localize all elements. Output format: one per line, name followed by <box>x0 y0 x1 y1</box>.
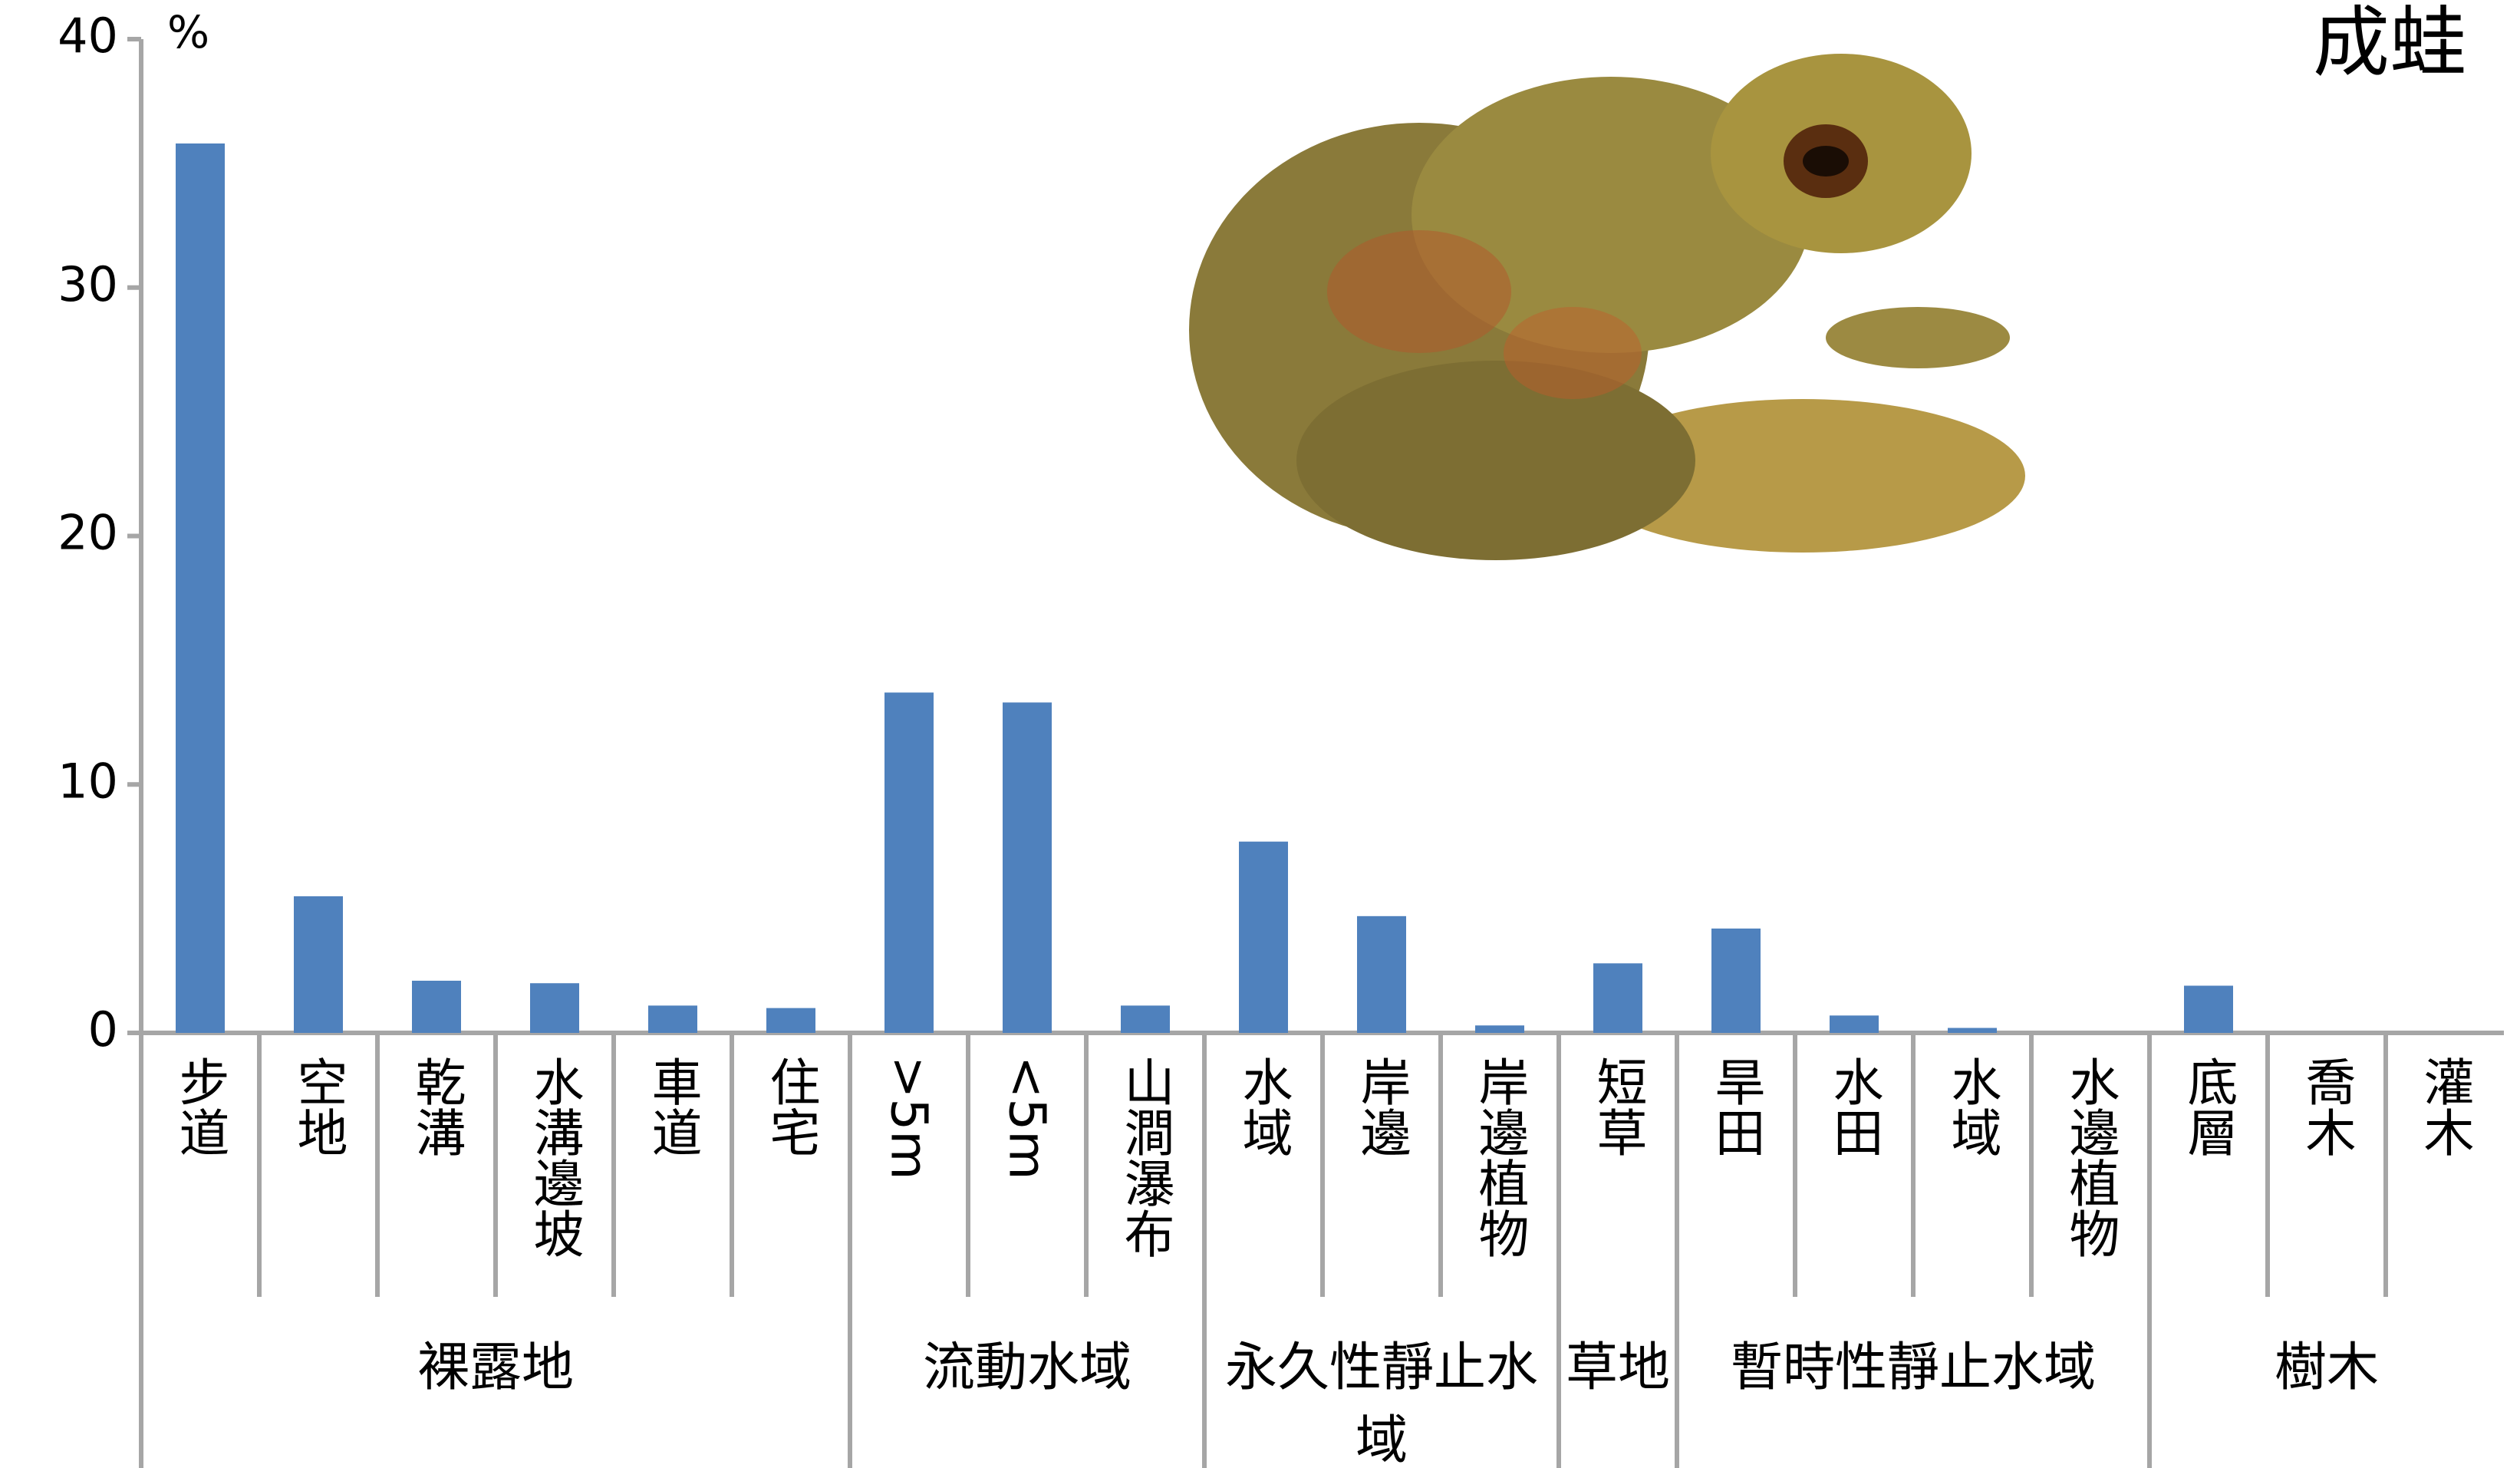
bar <box>1593 963 1642 1033</box>
group-label: 草地 <box>1565 1338 1670 1398</box>
y-tick-label: 20 <box>58 505 118 561</box>
x-tick-label: 乾溝 <box>407 1056 466 1157</box>
bar <box>648 1005 697 1033</box>
bar <box>2184 985 2233 1033</box>
y-tick-label: 0 <box>88 1001 118 1057</box>
bar <box>294 896 343 1033</box>
x-tick-label: 短草 <box>1589 1056 1648 1157</box>
bar <box>1003 702 1052 1033</box>
x-tick-label: <5m <box>998 1056 1057 1180</box>
bar <box>1948 1028 1997 1033</box>
group-label: 裸露地 <box>417 1338 574 1398</box>
group-label: 樹木 <box>2274 1338 2379 1398</box>
bar <box>1711 929 1761 1033</box>
bar <box>766 1008 815 1033</box>
bar <box>1475 1025 1524 1033</box>
group-label: 流動水域 <box>922 1338 1132 1398</box>
bar <box>412 981 461 1033</box>
x-tick-label: 住宅 <box>762 1056 821 1157</box>
x-tick-label: 岸邊 <box>1352 1056 1412 1157</box>
x-tick-label: 水域 <box>1943 1056 2002 1157</box>
x-tick-label: 灌木 <box>2416 1056 2475 1157</box>
x-tick-label: 步道 <box>171 1056 230 1157</box>
bar <box>530 983 579 1033</box>
y-axis-label: % <box>167 6 209 58</box>
bar <box>884 692 934 1033</box>
x-tick-label: 空地 <box>289 1056 348 1157</box>
x-tick-label: 旱田 <box>1707 1056 1766 1157</box>
bar <box>1239 841 1288 1033</box>
toad-illustration <box>1189 54 2025 560</box>
x-tick-label: 山澗瀑布 <box>1116 1056 1175 1259</box>
x-tick-label: 喬木 <box>2298 1056 2357 1157</box>
y-tick-label: 10 <box>58 753 118 809</box>
x-tick-label: 水溝邊坡 <box>525 1056 585 1259</box>
bar <box>1357 915 1406 1033</box>
bar <box>1830 1015 1879 1033</box>
group-label: 永久性靜止水域 <box>1224 1338 1538 1468</box>
x-tick-label: 水邊植物 <box>2061 1056 2120 1259</box>
bar <box>176 143 225 1034</box>
x-tick-label: >5m <box>880 1056 939 1180</box>
bar <box>1121 1005 1170 1033</box>
y-tick-label: 40 <box>58 8 118 64</box>
group-label: 暫時性靜止水域 <box>1730 1338 2096 1398</box>
x-tick-label: 車道 <box>644 1056 703 1157</box>
x-tick-label: 岸邊植物 <box>1471 1056 1530 1259</box>
x-tick-label: 水田 <box>1825 1056 1884 1157</box>
chart-title: 成蛙 <box>2313 0 2466 87</box>
x-tick-label: 水域 <box>1234 1056 1293 1157</box>
y-tick-label: 30 <box>58 256 118 312</box>
x-tick-label: 底層 <box>2179 1056 2238 1157</box>
